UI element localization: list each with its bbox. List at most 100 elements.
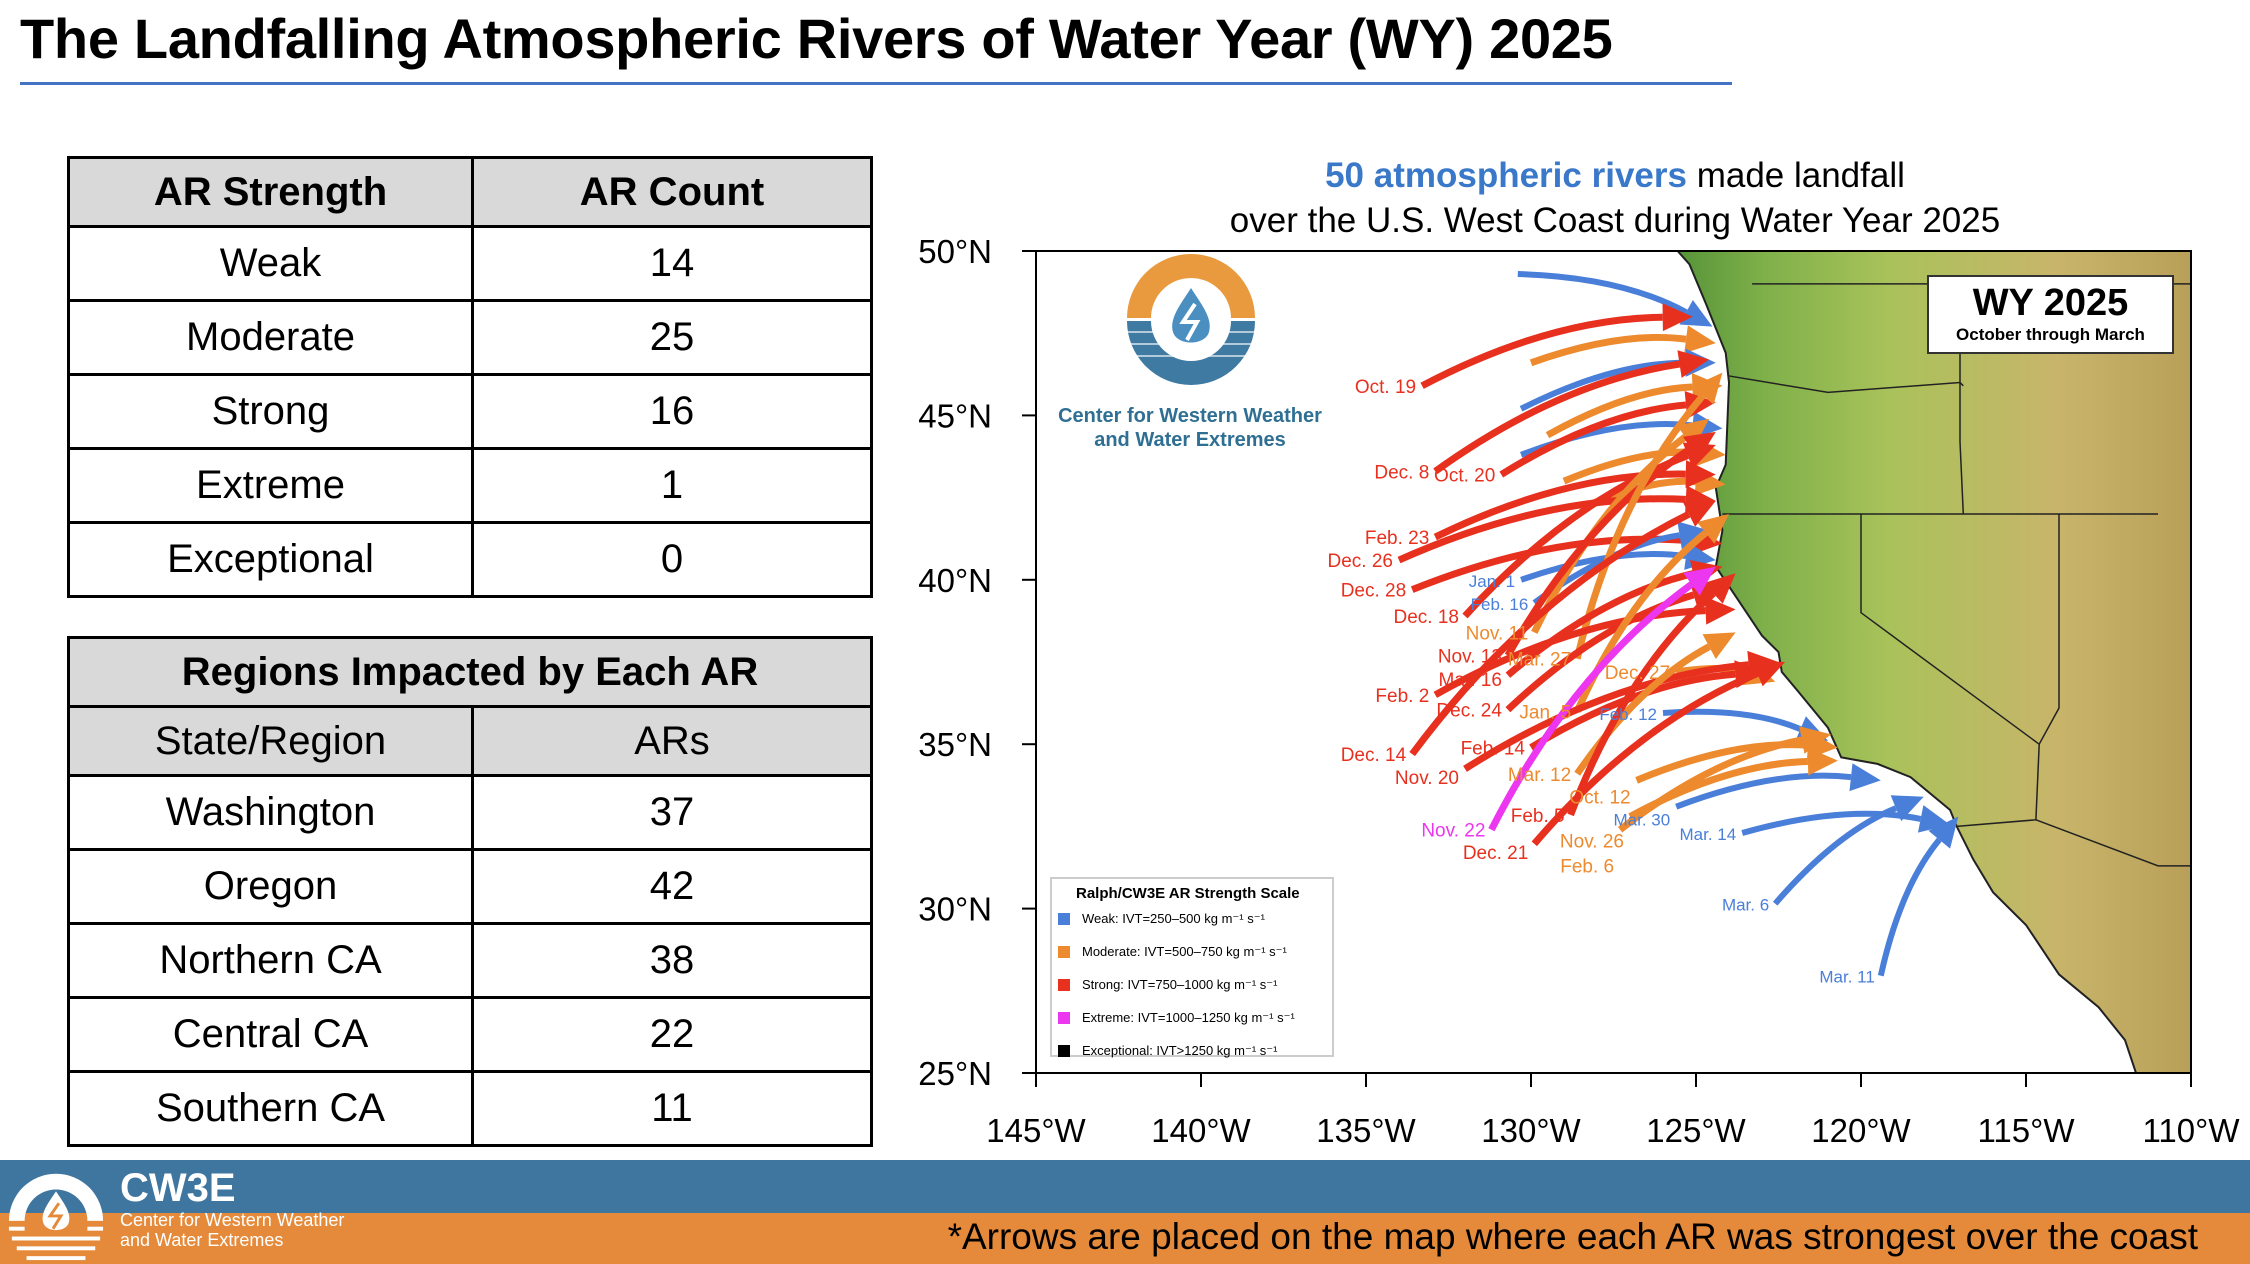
arrow-shaft xyxy=(1517,271,1688,315)
legend-item-exceptional: Exceptional: IVT>1250 kg m⁻¹ s⁻¹ xyxy=(1052,1034,1332,1067)
arrow-date-label: Mar. 6 xyxy=(1722,896,1769,915)
table-row: Moderate 25 xyxy=(67,299,873,376)
ar-arrow-strong xyxy=(1433,596,1736,698)
table-row: Central CA 22 xyxy=(67,996,873,1073)
cw3e-logo-icon xyxy=(1127,254,1255,385)
arrow-shaft xyxy=(1675,772,1852,810)
arrow-date-label: Feb. 6 xyxy=(1560,857,1614,878)
table-row: Strong 16 xyxy=(67,373,873,450)
arrow-date-label: Mar. 11 xyxy=(1819,968,1874,987)
table-header-row: State/Region ARs xyxy=(67,705,873,777)
strength-cell: Moderate xyxy=(67,299,474,376)
table-row: Southern CA 11 xyxy=(67,1070,873,1147)
ar-arrow-strong xyxy=(1420,303,1693,389)
ar-arrow-strong xyxy=(1409,500,1716,757)
arrowhead xyxy=(1890,795,1924,822)
table-row: Extreme 1 xyxy=(67,447,873,524)
arrow-shaft xyxy=(1499,401,1687,478)
arrow-shaft xyxy=(1617,736,1803,833)
arrow-date-label: Oct. 20 xyxy=(1434,466,1495,487)
legend-swatch xyxy=(1058,1044,1070,1057)
arrowhead xyxy=(1684,325,1716,354)
region-cell: Washington xyxy=(67,774,474,851)
arrow-date-label: Mar. 27 xyxy=(1508,650,1571,671)
arrowhead xyxy=(1677,521,1710,549)
ar-arrow-strong xyxy=(1567,573,1736,817)
column-header: AR Strength xyxy=(67,156,474,228)
footer-band-blue xyxy=(0,1160,2250,1213)
legend-swatch xyxy=(1058,978,1070,991)
state-border xyxy=(1956,514,2060,828)
arrow-date-label: Jan. 5 xyxy=(1519,702,1571,723)
strength-cell: Strong xyxy=(67,373,474,450)
state-border xyxy=(2035,819,2191,867)
count-cell: 16 xyxy=(471,373,873,450)
arrowhead xyxy=(1703,573,1736,604)
legend-label: Weak: IVT=250–500 kg m⁻¹ s⁻¹ xyxy=(1082,910,1265,926)
arrowhead xyxy=(1807,747,1838,776)
legend-swatch xyxy=(1058,1011,1070,1024)
caption-rest: made landfall xyxy=(1686,156,1905,195)
ars-cell: 22 xyxy=(471,996,873,1073)
arrow-shaft xyxy=(1409,511,1691,757)
lon-tick-label: 135°W xyxy=(1316,1112,1416,1149)
state-border xyxy=(1728,375,1964,394)
ars-cell: 11 xyxy=(471,1070,873,1147)
arrow-shaft xyxy=(1397,495,1687,564)
strength-cell: Weak xyxy=(67,225,474,302)
legend-item-extreme: Extreme: IVT=1000–1250 kg m⁻¹ s⁻¹ xyxy=(1052,1001,1332,1034)
wy-title: WY 2025 xyxy=(1972,282,2129,324)
lon-tick-label: 140°W xyxy=(1151,1112,1251,1149)
count-cell: 1 xyxy=(471,447,873,524)
region-cell: Southern CA xyxy=(67,1070,474,1147)
brand-name: CW3E xyxy=(120,1166,236,1210)
arrow-date-label: Mar. 14 xyxy=(1679,825,1736,844)
count-cell: 25 xyxy=(471,299,873,376)
arrowhead xyxy=(1683,431,1716,461)
land-area xyxy=(1676,251,2191,1073)
arrow-date-label: Nov. 11 xyxy=(1466,623,1529,644)
legend-label: Exceptional: IVT>1250 kg m⁻¹ s⁻¹ xyxy=(1082,1042,1278,1058)
region-cell: Oregon xyxy=(67,848,474,925)
ars-cell: 37 xyxy=(471,774,873,851)
brand-subtitle: and Water Extremes xyxy=(120,1230,284,1250)
arrow-date-label: Feb. 23 xyxy=(1365,528,1429,549)
arrow-shaft xyxy=(1567,590,1716,817)
arrowhead xyxy=(1696,514,1729,544)
arrow-date-label: Nov. 20 xyxy=(1395,768,1459,789)
arrowhead xyxy=(1702,632,1736,659)
cw3e-footer-logo-icon xyxy=(8,1173,104,1261)
arrow-date-label: Dec. 14 xyxy=(1341,745,1407,766)
table-row: Exceptional 0 xyxy=(67,521,873,598)
arrow-date-label: Dec. 18 xyxy=(1394,607,1459,628)
lat-tick-label: 50°N xyxy=(918,233,992,270)
ar-arrow-strong xyxy=(1531,660,1786,847)
table-header-row: AR Strength AR Count xyxy=(67,156,873,228)
state-border xyxy=(1860,514,2040,745)
legend-label: Extreme: IVT=1000–1250 kg m⁻¹ s⁻¹ xyxy=(1082,1009,1295,1025)
page-title: The Landfalling Atmospheric Rivers of Wa… xyxy=(20,7,1613,70)
footer-brand: CW3E Center for Western Weather and Wate… xyxy=(120,1166,344,1250)
legend-label: Strong: IVT=750–1000 kg m⁻¹ s⁻¹ xyxy=(1082,976,1278,992)
arrow-date-label: Nov. 22 xyxy=(1421,821,1485,842)
ars-cell: 38 xyxy=(471,922,873,999)
arrow-date-label: Dec. 24 xyxy=(1436,701,1502,722)
table-row: Weak 14 xyxy=(67,225,873,302)
arrow-date-label: Oct. 19 xyxy=(1355,377,1416,398)
lat-tick-label: 35°N xyxy=(918,726,992,763)
lat-tick-label: 25°N xyxy=(918,1055,992,1092)
arrow-shaft xyxy=(1772,805,1898,906)
arrowhead xyxy=(1682,500,1716,527)
region-cell: Central CA xyxy=(67,996,474,1073)
title-underline xyxy=(20,82,1732,85)
ar-arrows xyxy=(1397,271,1959,977)
ar-arrow-weak xyxy=(1675,763,1881,810)
lon-tick-label: 120°W xyxy=(1811,1112,1911,1149)
logo-caption-line: and Water Extremes xyxy=(1094,429,1286,451)
arrowhead xyxy=(1849,763,1881,792)
arrowhead xyxy=(1692,372,1723,405)
arrow-date-label: Feb. 16 xyxy=(1471,595,1529,614)
arrow-date-label: Oct. 12 xyxy=(1569,787,1630,808)
regions-table: Regions Impacted by Each AR State/Region… xyxy=(67,636,873,1147)
arrow-shaft xyxy=(1433,360,1681,475)
